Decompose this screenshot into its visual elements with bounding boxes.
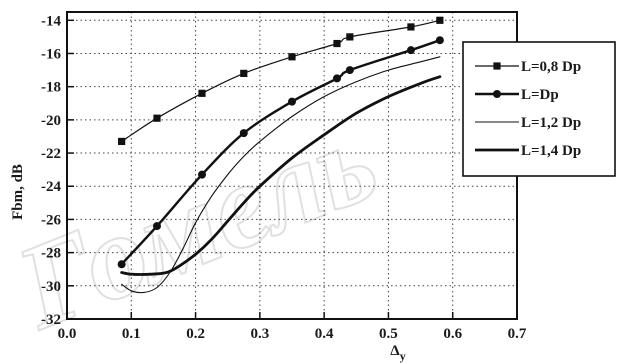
x-tick-label-4: 0.4 (315, 326, 334, 342)
x-tick-label-6: 0.6 (443, 326, 462, 342)
x-tick-labels: 0.0 0.1 0.2 0.3 0.4 0.5 0.6 0.7 (58, 326, 527, 342)
series-0-point-1 (153, 114, 161, 122)
x-tick-label-7: 0.7 (508, 326, 527, 342)
y-tick-label-3: -26 (41, 212, 61, 228)
series-1-point-6 (345, 66, 354, 75)
series-1-point-8 (435, 36, 444, 45)
legend-marker-0 (493, 62, 501, 70)
axis-ticks (66, 19, 518, 320)
y-tick-label-4: -24 (41, 179, 61, 195)
legend-marker-1 (493, 90, 501, 98)
y-axis-label: Fbm, dB (10, 164, 26, 220)
y-tick-label-2: -28 (41, 246, 61, 262)
legend-label-1: L=Dp (521, 87, 559, 103)
series-0-point-4 (288, 53, 296, 61)
y-tick-labels: -32 -30 -28 -26 -24 -22 -20 -18 -16 -14 (41, 13, 61, 328)
series-1-point-3 (239, 129, 248, 138)
series-line-3 (120, 75, 442, 276)
x-tick-label-0: 0.0 (58, 326, 77, 342)
x-tick-label-1: 0.1 (122, 326, 141, 342)
series-0-point-3 (240, 69, 248, 77)
series-0-point-6 (346, 33, 354, 41)
x-tick-label-3: 0.3 (250, 326, 269, 342)
series-1-point-1 (153, 222, 161, 231)
series-0-point-0 (118, 137, 126, 146)
series-line-2 (121, 56, 441, 294)
series-0-point-8 (436, 16, 444, 24)
y-tick-label-6: -20 (41, 113, 61, 129)
x-axis-label: Δy (390, 343, 405, 363)
legend-label-3: L=1,4 Dp (521, 143, 581, 159)
x-tick-label-2: 0.2 (186, 326, 205, 342)
series-0-point-2 (198, 89, 206, 97)
series-1-point-0 (117, 260, 126, 269)
series-markers (117, 16, 444, 269)
series-0-point-5 (333, 39, 341, 48)
y-tick-label-1: -30 (41, 279, 61, 295)
legend-box (462, 41, 616, 177)
series-1-point-4 (288, 97, 296, 106)
y-tick-label-0: -32 (41, 312, 61, 328)
series-1-point-7 (406, 46, 415, 55)
legend-label-2: L=1,2 Dp (521, 115, 581, 131)
series-1-point-2 (198, 170, 206, 179)
y-tick-label-8: -16 (41, 46, 61, 62)
x-axis-label-subscript: y (400, 349, 406, 363)
y-tick-label-7: -18 (41, 80, 61, 96)
legend-label-0: L=0,8 Dp (521, 59, 581, 75)
y-tick-label-9: -14 (41, 13, 61, 29)
legend: L=0,8 Dp L=Dp L=1,2 Dp L=1,4 Dp (462, 41, 616, 177)
series-0-point-7 (407, 23, 415, 31)
x-axis-label-main: Δ (390, 343, 400, 359)
x-tick-label-5: 0.5 (379, 326, 398, 342)
series-1-point-5 (333, 74, 341, 83)
y-tick-label-5: -22 (41, 146, 61, 162)
